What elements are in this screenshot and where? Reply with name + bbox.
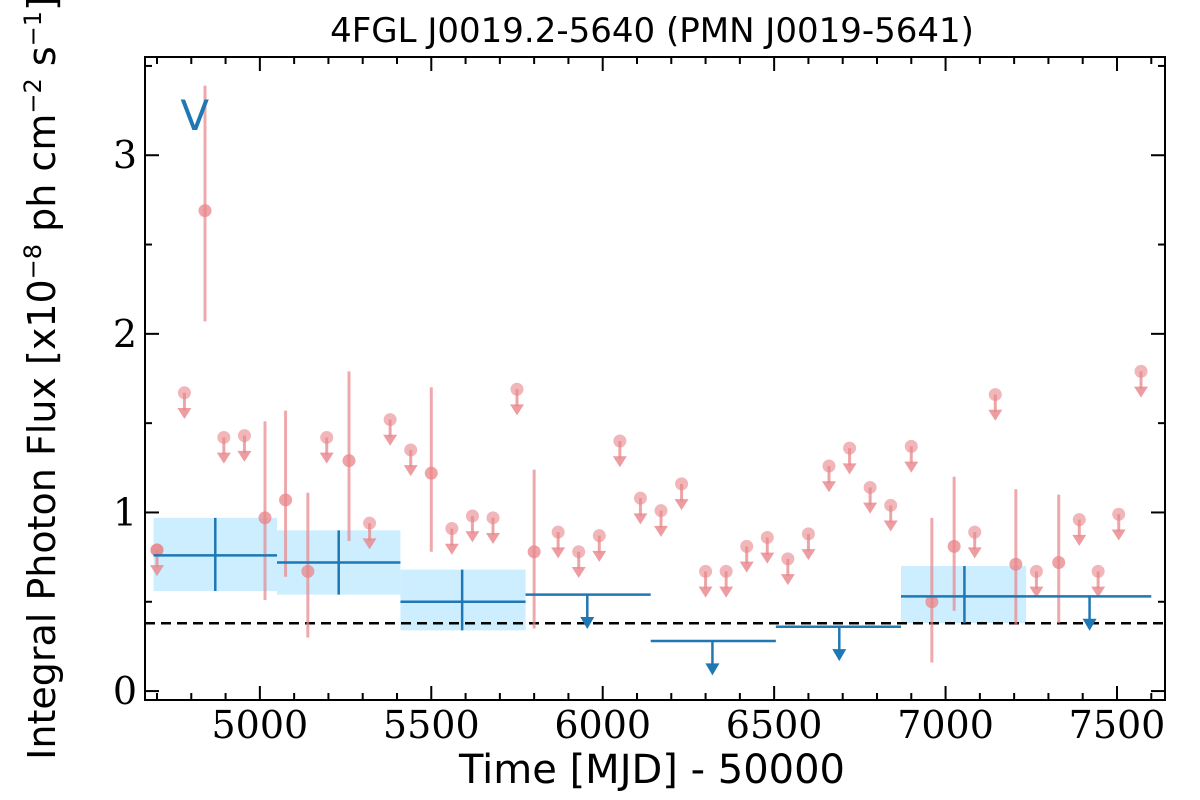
short-bin-point <box>342 454 356 468</box>
short-bin-upper-limit-arrow <box>510 404 524 416</box>
short-bin-upper-limit-arrow <box>967 547 982 559</box>
short-bin-upper-limit-arrow <box>551 547 566 559</box>
y-tick-label: 1 <box>113 490 137 534</box>
short-bin-upper-limit-arrow <box>216 452 231 464</box>
short-bin-upper-limit-arrow <box>863 502 878 514</box>
short-bin-upper-limit-arrow <box>633 513 648 525</box>
x-tick-label: 5500 <box>383 703 480 747</box>
short-bin-point <box>279 493 293 507</box>
short-bin-point <box>198 204 212 218</box>
short-bin-points <box>150 85 1148 663</box>
y-tick-label: 0 <box>113 669 137 713</box>
short-bin-upper-limit-arrow <box>904 461 919 473</box>
x-tick-label: 7500 <box>1069 703 1166 747</box>
x-tick-label: 6500 <box>726 703 823 747</box>
short-bin-upper-limit-arrow <box>319 452 334 464</box>
short-bin-point <box>1009 557 1023 571</box>
short-bin-upper-limit-arrow <box>237 450 252 462</box>
long-bin-upper-limit-arrow <box>705 663 720 676</box>
axes-frame <box>144 56 1166 701</box>
x-tick-label: 5000 <box>211 703 308 747</box>
short-bin-upper-limit-arrow <box>988 409 1003 421</box>
short-bin-upper-limit-arrow <box>486 533 500 545</box>
short-bin-upper-limit-arrow <box>612 456 627 468</box>
short-bin-upper-limit-arrow <box>674 499 689 511</box>
y-tick-label: 3 <box>113 133 137 177</box>
short-bin-upper-limit-arrow <box>654 525 668 537</box>
short-bin-upper-limit-arrow <box>760 552 775 564</box>
short-bin-point <box>424 466 438 480</box>
long-bin-upper-limit-arrow <box>1082 618 1097 631</box>
short-bin-upper-limit-arrow <box>698 586 713 598</box>
short-bin-point <box>1052 555 1066 569</box>
short-bin-point <box>947 539 961 553</box>
short-bin-upper-limit-arrow <box>842 463 857 475</box>
short-bin-upper-limit-arrow <box>739 561 754 573</box>
short-bin-upper-limit-arrow <box>801 549 816 561</box>
short-bin-upper-limit-arrow <box>177 408 192 420</box>
short-bin-upper-limit-arrow <box>883 520 898 532</box>
short-bin-upper-limit-arrow <box>383 434 398 446</box>
short-bin-point <box>258 511 272 525</box>
x-tick-label: 6000 <box>554 703 651 747</box>
short-bin-point <box>925 595 939 609</box>
short-bin-upper-limit-arrow <box>465 531 480 543</box>
short-bin-upper-limit-arrow <box>571 566 586 578</box>
y-axis-label: Integral Photon Flux [x10−8 ph cm−2 s−1] <box>19 0 64 760</box>
axis-ticks: 5000 5500 6000 6500 7000 7500 0 1 2 3 <box>113 57 1166 747</box>
short-bin-upper-limit-arrow <box>822 481 836 493</box>
short-bin-upper-limit-arrow <box>592 550 607 562</box>
plot-frame <box>144 56 1166 701</box>
short-bin-point <box>301 564 315 578</box>
long-bin-upper-limit-arrow <box>832 649 847 662</box>
short-bin-point <box>527 545 541 559</box>
short-bin-upper-limit-arrow <box>1134 386 1148 398</box>
short-bin-upper-limit-arrow <box>1072 534 1087 546</box>
variability-flag: V <box>180 91 209 140</box>
long-bin-points <box>153 517 1152 676</box>
short-bin-upper-limit-arrow <box>1029 586 1044 598</box>
short-bin-upper-limit-arrow <box>362 538 377 550</box>
y-tick-label: 2 <box>113 312 137 356</box>
short-bin-upper-limit-arrow <box>1091 586 1106 598</box>
chart-title: 4FGL J0019.2-5640 (PMN J0019-5641) <box>330 11 974 51</box>
short-bin-upper-limit-arrow <box>780 574 795 586</box>
x-tick-label: 7000 <box>897 703 994 747</box>
x-axis-label: Time [MJD] - 50000 <box>458 747 845 793</box>
short-bin-upper-limit-arrow <box>403 465 418 477</box>
short-bin-upper-limit-arrow <box>1111 529 1126 541</box>
short-bin-upper-limit-arrow <box>150 565 164 577</box>
short-bin-upper-limit-arrow <box>719 586 734 598</box>
short-bin-upper-limit-arrow <box>444 543 459 555</box>
long-bin-upper-limit-arrow <box>580 616 595 629</box>
